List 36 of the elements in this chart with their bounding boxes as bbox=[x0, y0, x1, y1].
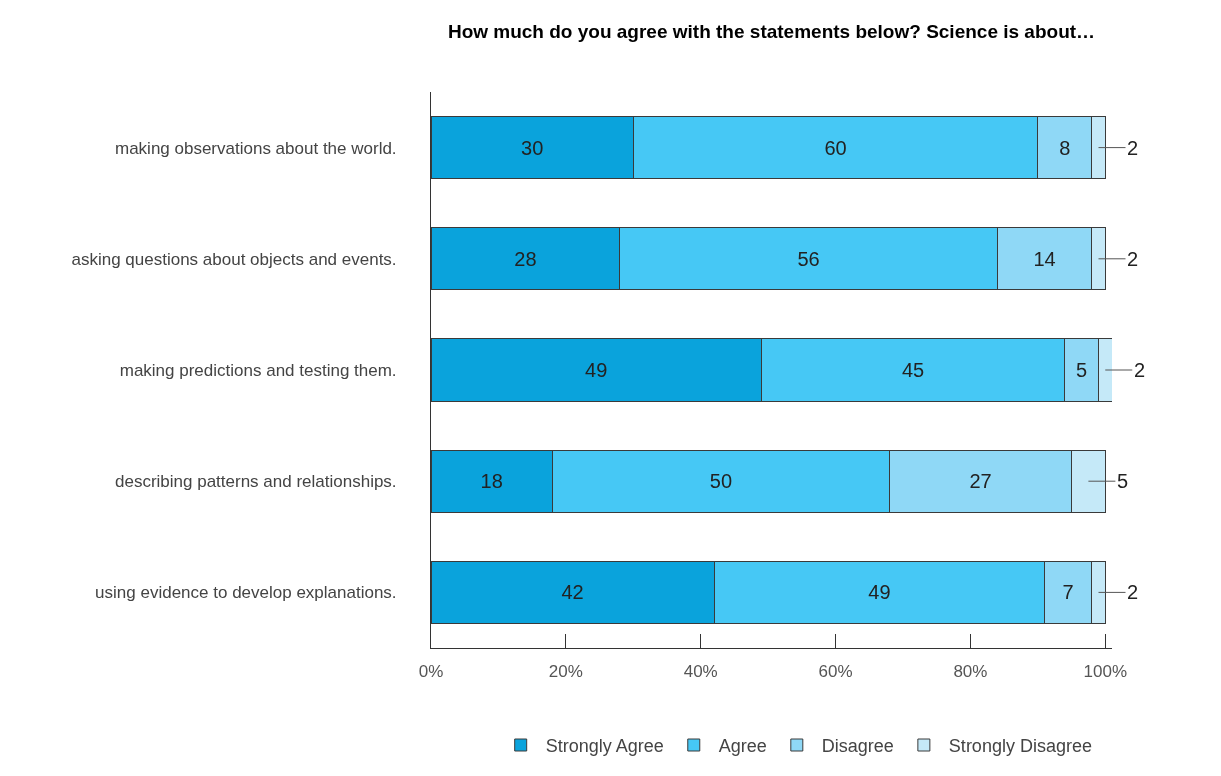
data-label: 49 bbox=[585, 359, 608, 381]
data-label: 7 bbox=[1062, 581, 1074, 604]
x-tick-label: 60% bbox=[818, 662, 853, 682]
y-tick-label: making observations about the world. bbox=[114, 138, 397, 158]
data-label: 18 bbox=[480, 470, 503, 493]
data-label: 2 bbox=[1127, 137, 1139, 159]
legend-label: Strongly Disagree bbox=[948, 736, 1092, 757]
data-label: 5 bbox=[1117, 470, 1129, 492]
data-label: 28 bbox=[514, 247, 537, 270]
data-label: 42 bbox=[561, 581, 584, 604]
y-tick-label: asking questions about objects and events. bbox=[71, 249, 397, 269]
x-tick-label: 40% bbox=[683, 662, 718, 682]
x-tick-label: 20% bbox=[548, 662, 583, 682]
data-label: 45 bbox=[901, 359, 925, 381]
legend-label: Strongly Agree bbox=[545, 736, 664, 757]
x-tick-label: 100% bbox=[1083, 662, 1127, 682]
x-tick-label: 0% bbox=[418, 662, 444, 682]
data-label: 14 bbox=[1033, 247, 1056, 270]
data-label: 30 bbox=[521, 136, 544, 159]
data-label: 8 bbox=[1059, 136, 1071, 159]
x-tick-label: 80% bbox=[953, 662, 988, 682]
y-tick-label: making predictions and testing them. bbox=[119, 360, 397, 380]
legend-label: Agree bbox=[718, 736, 767, 757]
data-label: 5 bbox=[1076, 359, 1088, 381]
data-label: 50 bbox=[709, 470, 733, 493]
data-label: 49 bbox=[868, 581, 891, 604]
data-label: 27 bbox=[969, 470, 992, 493]
legend-label: Disagree bbox=[821, 736, 894, 757]
data-label: 2 bbox=[1127, 581, 1139, 603]
y-tick-label: describing patterns and relationships. bbox=[114, 472, 397, 492]
y-tick-label: using evidence to develop explanations. bbox=[95, 583, 397, 603]
data-label: 2 bbox=[1134, 359, 1146, 381]
data-label: 60 bbox=[824, 136, 847, 159]
data-label: 2 bbox=[1127, 248, 1139, 270]
data-label: 56 bbox=[797, 247, 820, 270]
chart-title: How much do you agree with the statements below? Science is about… bbox=[447, 20, 1096, 42]
